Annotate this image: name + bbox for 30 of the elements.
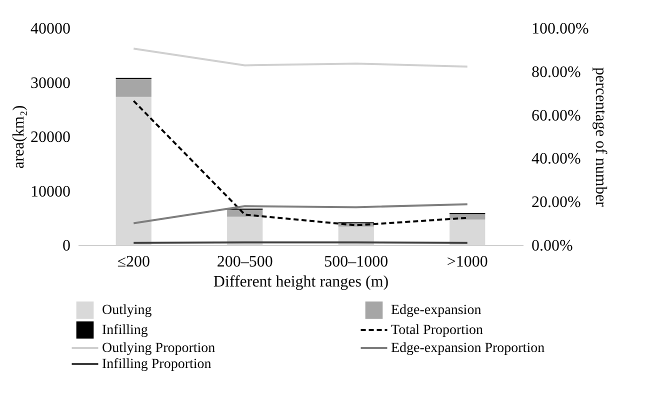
- x-tick-label: ≤200: [117, 254, 150, 270]
- legend-label: Edge-expansion Proportion: [391, 341, 545, 356]
- y2-tick-label: 60.00%: [532, 107, 581, 124]
- y-tick-label: 0: [62, 238, 70, 254]
- y2-tick-label: 0.00%: [532, 238, 573, 254]
- line-series: [132, 203, 468, 224]
- y2-axis-title: percentage of number: [592, 67, 609, 208]
- x-tick-label: 200–500: [216, 254, 273, 270]
- legend-label: Outlying Proportion: [102, 341, 216, 356]
- bar: [450, 214, 486, 220]
- y-tick-label: 40000: [30, 20, 70, 38]
- y-tick-label: 30000: [30, 74, 70, 92]
- legend-label: Infilling: [102, 323, 148, 338]
- legend-label: Outlying: [102, 303, 152, 318]
- y2-tick-label: 40.00%: [532, 150, 581, 168]
- bar: [116, 78, 152, 97]
- legend-label: Total Proportion: [391, 323, 483, 338]
- legend-label: Edge-expansion: [391, 303, 482, 318]
- y-tick-label: 20000: [30, 129, 70, 146]
- line-series: [132, 48, 468, 68]
- legend-label: Infilling Proportion: [102, 357, 212, 372]
- x-axis-title: Different height ranges (m): [213, 274, 389, 290]
- y2-tick-label: 100.00%: [532, 20, 589, 38]
- y2-tick-label: 20.00%: [532, 194, 581, 212]
- y-tick-label: 10000: [30, 183, 70, 200]
- x-tick-label: >1000: [446, 254, 488, 270]
- x-tick-label: 500–1000: [324, 254, 388, 270]
- line-series: [132, 100, 468, 226]
- y2-tick-label: 80.00%: [532, 64, 581, 81]
- y-axis-title: area(km₂): [10, 105, 28, 169]
